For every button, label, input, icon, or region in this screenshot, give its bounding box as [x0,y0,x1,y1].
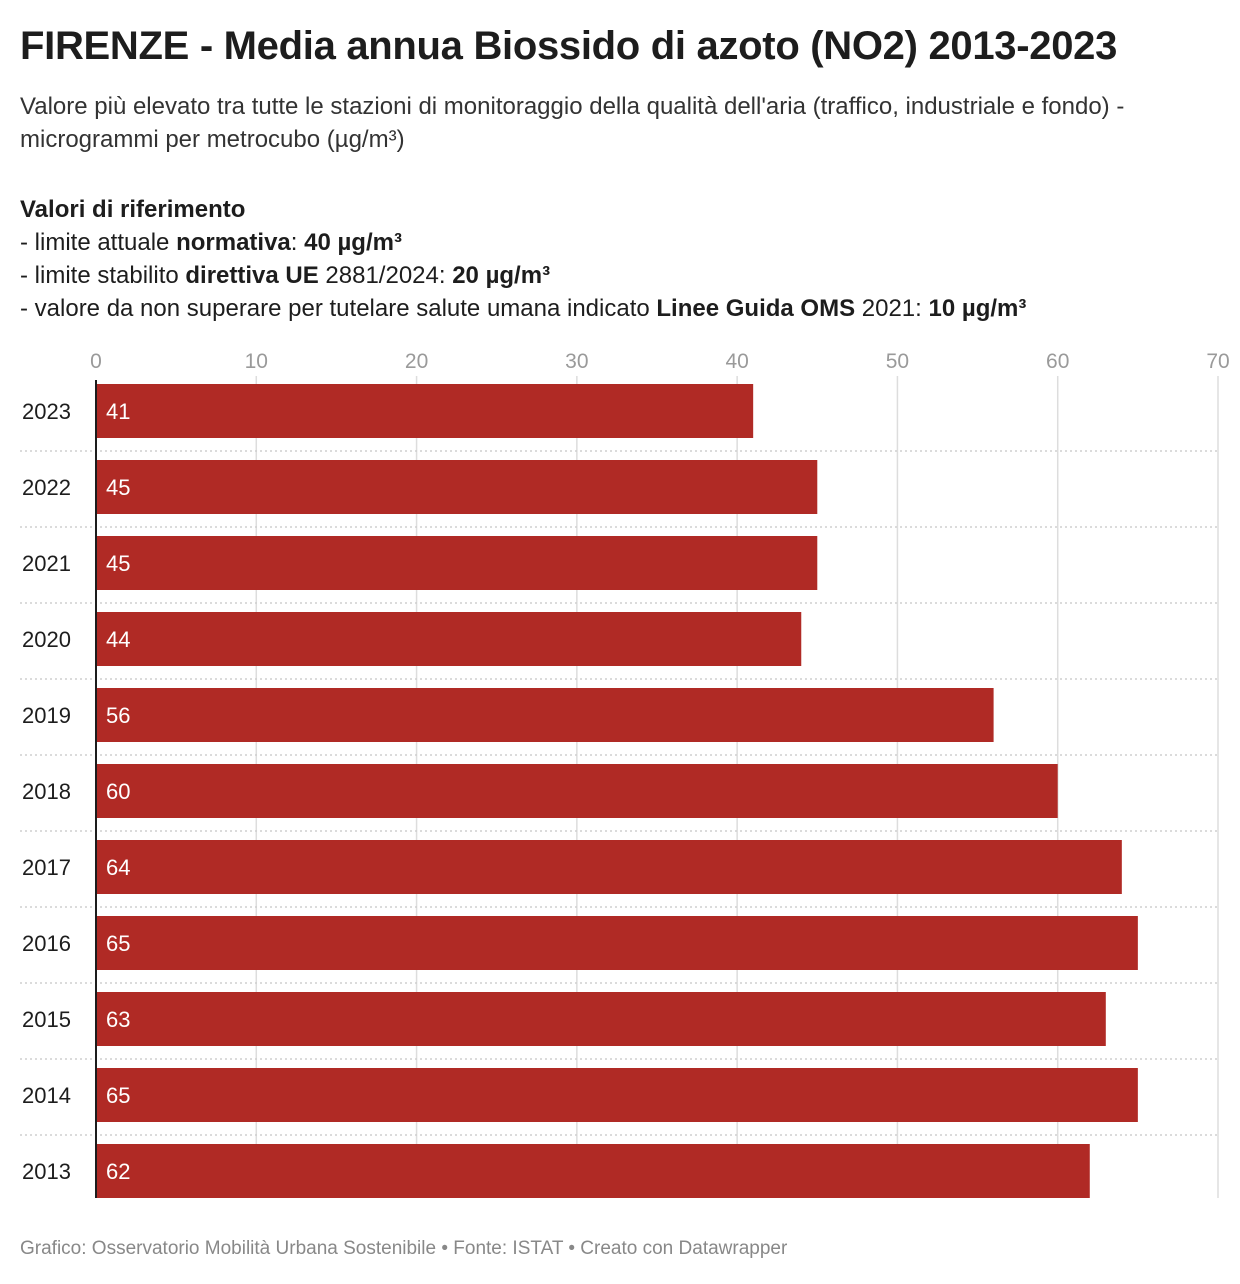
bar-2020 [96,612,802,666]
category-label-2015: 2015 [22,1007,71,1032]
category-label-2017: 2017 [22,855,71,880]
bar-2015 [96,992,1106,1046]
chart-footer: Grafico: Osservatorio Mobilità Urbana So… [20,1238,788,1259]
x-tick-label-50: 50 [886,350,909,373]
bar-2022 [96,460,818,514]
x-tick-label-70: 70 [1206,350,1229,373]
bar-2018 [96,764,1058,818]
reference-heading: Valori di riferimento [20,196,246,223]
bar-2023 [96,384,754,438]
value-label-2019: 56 [106,703,130,728]
category-label-2021: 2021 [22,551,71,576]
value-label-2015: 63 [106,1007,130,1032]
category-label-2018: 2018 [22,779,71,804]
bar-2019 [96,688,994,742]
x-tick-label-30: 30 [565,350,588,373]
value-label-2016: 65 [106,931,130,956]
value-label-2017: 64 [106,855,130,880]
category-label-2020: 2020 [22,627,71,652]
category-label-2013: 2013 [22,1159,71,1184]
bar-2014 [96,1068,1138,1122]
bar-2013 [96,1144,1090,1198]
value-label-2014: 65 [106,1083,130,1108]
x-tick-label-60: 60 [1046,350,1069,373]
bar-2017 [96,840,1122,894]
value-label-2018: 60 [106,779,130,804]
value-label-2023: 41 [106,399,130,424]
value-label-2022: 45 [106,475,130,500]
x-tick-label-20: 20 [405,350,428,373]
x-tick-label-10: 10 [245,350,268,373]
chart-title: FIRENZE - Media annua Biossido di azoto … [20,24,1118,68]
reference-line-direttiva-ue: - limite stabilito direttiva UE 2881/202… [20,262,551,289]
reference-values: Valori di riferimento - limite attuale n… [20,193,1220,325]
chart-subtitle: Valore più elevato tra tutte le stazioni… [20,93,1125,153]
category-label-2022: 2022 [22,475,71,500]
value-label-2021: 45 [106,551,130,576]
bar-2021 [96,536,818,590]
value-label-2020: 44 [106,627,130,652]
reference-line-oms: - valore da non superare per tutelare sa… [20,295,1027,322]
category-label-2014: 2014 [22,1083,71,1108]
bar-2016 [96,916,1138,970]
reference-line-normativa: - limite attuale normativa: 40 µg/m³ [20,229,402,256]
category-label-2023: 2023 [22,399,71,424]
x-tick-label-40: 40 [725,350,748,373]
x-tick-label-0: 0 [90,350,102,373]
category-label-2016: 2016 [22,931,71,956]
value-label-2013: 62 [106,1159,130,1184]
category-label-2019: 2019 [22,703,71,728]
